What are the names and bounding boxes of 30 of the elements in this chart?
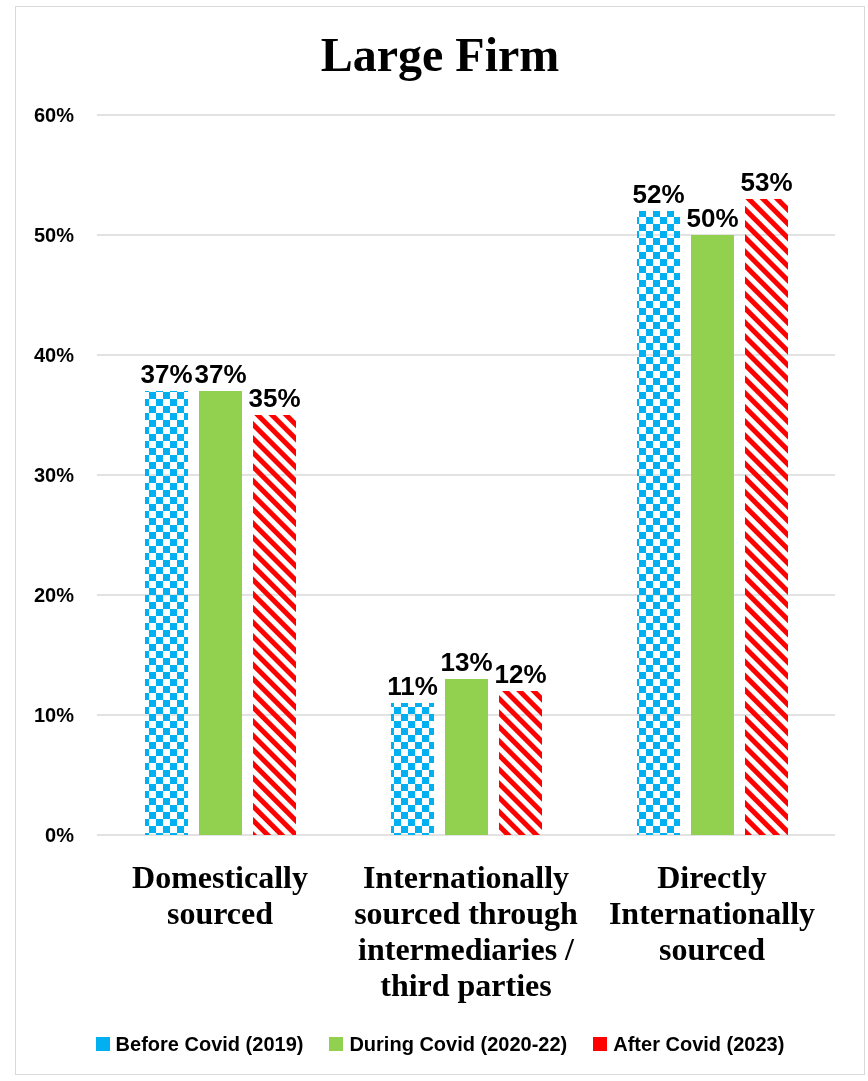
data-label: 35% [248, 383, 301, 413]
data-label: 12% [494, 659, 547, 689]
data-label: 37% [194, 359, 247, 389]
bar [199, 391, 242, 835]
bar [499, 691, 542, 835]
bar [745, 199, 788, 835]
bar [445, 679, 488, 835]
x-tick-label: Domestically sourced [132, 859, 308, 931]
x-tick-label: Internationally sourced through intermediaries / third parties [354, 859, 579, 1003]
y-tick-label: 20% [33, 584, 75, 607]
x-tick-label: Directly Internationally sourced [608, 859, 816, 967]
y-tick-label: 40% [33, 344, 75, 367]
data-label: 11% [387, 671, 438, 701]
data-label: 53% [740, 167, 793, 197]
bar [391, 703, 434, 835]
y-tick-label: 10% [33, 704, 75, 727]
legend-label: Before Covid (2019) [115, 1032, 304, 1056]
chart-title: Large Firm [319, 27, 561, 83]
bar [253, 415, 296, 835]
legend-label: During Covid (2020-22) [349, 1032, 568, 1056]
y-tick-label: 50% [33, 224, 75, 247]
bar [691, 235, 734, 835]
legend-label: After Covid (2023) [613, 1032, 785, 1056]
data-label: 37% [140, 359, 193, 389]
y-tick-label: 30% [33, 464, 75, 487]
data-label: 50% [686, 203, 739, 233]
data-label: 13% [440, 647, 493, 677]
y-tick-label: 60% [33, 104, 75, 127]
data-label: 52% [632, 179, 685, 209]
y-tick-label: 0% [45, 824, 75, 847]
